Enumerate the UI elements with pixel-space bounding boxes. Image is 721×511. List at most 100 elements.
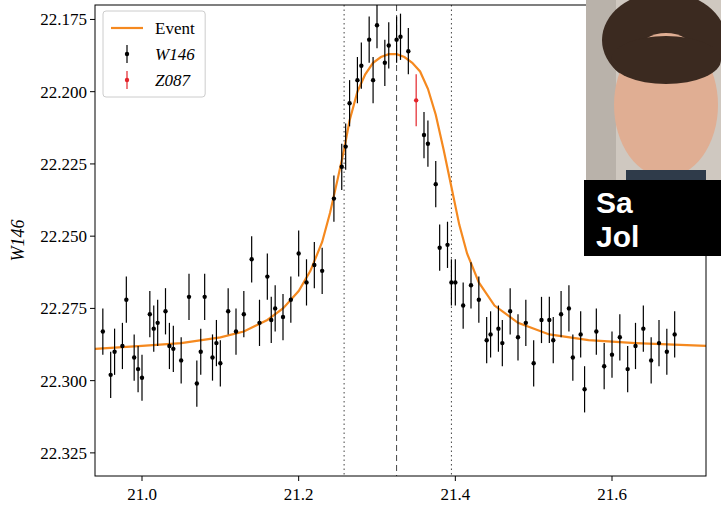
data-point (218, 361, 222, 365)
data-point (578, 332, 582, 336)
data-point (214, 341, 218, 345)
data-point (195, 381, 199, 385)
data-point (296, 251, 300, 255)
data-point (672, 332, 676, 336)
data-point (445, 243, 449, 247)
data-point (210, 355, 214, 359)
data-point (273, 306, 277, 310)
data-point (461, 303, 465, 307)
data-point (226, 309, 230, 313)
data-point (265, 274, 269, 278)
name-box (584, 180, 721, 256)
legend-label: Event (155, 19, 195, 38)
data-point (453, 280, 457, 284)
y-tick-label: 22.275 (40, 299, 87, 318)
data-point (618, 335, 622, 339)
name-text: Sa (596, 186, 633, 219)
data-point (559, 312, 563, 316)
vertical-line (396, 5, 397, 476)
data-point (375, 23, 379, 27)
data-point (281, 315, 285, 319)
legend-swatch (125, 78, 129, 82)
data-point (547, 318, 551, 322)
data-point (633, 344, 637, 348)
data-point (394, 37, 398, 41)
data-point (249, 257, 253, 261)
data-point (359, 63, 363, 67)
data-point (625, 367, 629, 371)
y-tick (90, 19, 95, 20)
y-tick-label: 22.225 (40, 155, 87, 174)
data-point (136, 367, 140, 371)
data-point (371, 78, 375, 82)
data-point (406, 49, 410, 53)
data-point (167, 344, 171, 348)
data-point (469, 283, 473, 287)
legend-label: Z087 (155, 71, 191, 90)
data-point (571, 355, 575, 359)
x-tick-label: 21.6 (597, 485, 627, 504)
y-tick (90, 308, 95, 309)
data-point (422, 133, 426, 137)
data-point (320, 269, 324, 273)
y-tick-label: 22.325 (40, 444, 87, 463)
y-tick (90, 91, 95, 92)
data-point (437, 246, 441, 250)
data-point (140, 376, 144, 380)
data-point (449, 280, 453, 284)
data-point (269, 318, 273, 322)
photo-hair (611, 36, 721, 84)
data-point (582, 387, 586, 391)
data-point (610, 352, 614, 356)
data-point (343, 144, 347, 148)
data-point (257, 321, 261, 325)
data-point (496, 326, 500, 330)
y-tick (90, 236, 95, 237)
data-point (551, 338, 555, 342)
data-point (202, 295, 206, 299)
data-point (289, 298, 293, 302)
data-point (155, 321, 159, 325)
data-point (665, 350, 669, 354)
x-tick (612, 476, 613, 481)
x-tick-label: 21.4 (440, 485, 470, 504)
vertical-line (451, 5, 452, 476)
data-point (641, 326, 645, 330)
data-point (387, 43, 391, 47)
chart: 22.17522.20022.22522.25022.27522.30022.3… (0, 0, 721, 511)
data-point (500, 341, 504, 345)
data-point (367, 37, 371, 41)
y-tick (90, 380, 95, 381)
legend-box (103, 11, 205, 97)
data-point (567, 306, 571, 310)
data-point (108, 373, 112, 377)
data-point (234, 329, 238, 333)
data-point (649, 358, 653, 362)
data-point (484, 338, 488, 342)
data-point (355, 78, 359, 82)
data-point (434, 182, 438, 186)
data-point (477, 298, 481, 302)
x-tick (298, 476, 299, 481)
y-tick-label: 22.300 (40, 372, 87, 391)
legend: EventW146Z087 (103, 11, 205, 97)
data-point (414, 98, 418, 102)
data-point (242, 312, 246, 316)
legend-swatch (125, 52, 129, 56)
data-point (340, 165, 344, 169)
data-point (508, 309, 512, 313)
data-point (426, 141, 430, 145)
x-tick-label: 21.2 (284, 485, 314, 504)
x-tick (142, 476, 143, 481)
data-point (132, 355, 136, 359)
data-point (516, 335, 520, 339)
y-tick (90, 452, 95, 453)
data-point (112, 350, 116, 354)
data-point (312, 263, 316, 267)
data-point (163, 309, 167, 313)
y-tick-label: 22.200 (40, 83, 87, 102)
data-point (179, 358, 183, 362)
photo: SaJol (584, 0, 721, 256)
data-point (531, 361, 535, 365)
data-point (101, 329, 105, 333)
